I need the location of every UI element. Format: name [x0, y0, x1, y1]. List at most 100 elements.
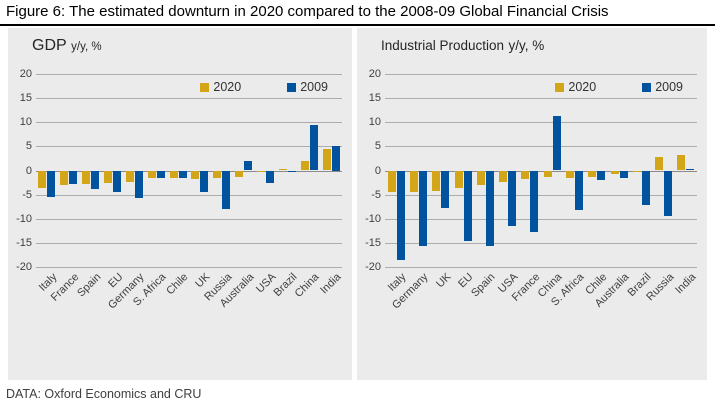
- chart-panel-gdp: GDP y/y, % 2020 2009 20 15 10 5 0 -5 -10 -15 -20…: [8, 28, 352, 380]
- y-tick-label: -15: [365, 236, 381, 249]
- bar-2009-india: [331, 146, 340, 171]
- bar-2009-italy: [47, 170, 56, 197]
- data-source: DATA: Oxford Economics and CRU: [6, 387, 202, 401]
- gridline: [36, 194, 342, 196]
- bar-2009-china: [309, 125, 318, 171]
- bar-2009-france: [69, 170, 78, 185]
- y-tick-label: -10: [365, 212, 381, 225]
- legend-swatch-2009: [642, 82, 652, 92]
- gridline: [36, 74, 342, 75]
- bar-2020-usa: [499, 170, 508, 183]
- bar-2020-india: [322, 149, 331, 171]
- bar-2020-russia: [213, 170, 222, 179]
- y-tick-label: 15: [19, 92, 32, 105]
- y-tick-label: -10: [16, 212, 32, 225]
- legend-swatch-2020: [200, 82, 210, 92]
- bar-2009-eu: [113, 170, 121, 193]
- y-tick-label: 20: [19, 68, 32, 80]
- y-tick-label: -15: [16, 236, 32, 249]
- gridline: [385, 146, 697, 148]
- bar-2009-s-africa: [574, 170, 583, 211]
- bar-2009-chile: [178, 170, 187, 179]
- bar-2009-china: [552, 116, 561, 171]
- bar-2020-italy: [387, 170, 396, 192]
- bar-2009-usa: [508, 170, 517, 226]
- legend-swatch-2009: [287, 82, 297, 92]
- chart-title-main: GDP: [32, 37, 67, 54]
- bar-2009-brazil: [287, 170, 296, 172]
- y-tick-label: 10: [19, 116, 32, 129]
- legend-item-2020: 2020: [200, 80, 241, 94]
- gridline: [36, 267, 342, 268]
- bar-2020-chile: [169, 170, 178, 179]
- bar-2009-uk: [441, 170, 450, 209]
- y-tick-label: 5: [25, 140, 32, 153]
- y-tick-label: 5: [374, 140, 381, 153]
- y-tick-label: 10: [368, 116, 381, 129]
- title-divider: [0, 24, 715, 26]
- legend-label-2009: 2009: [300, 80, 328, 94]
- bar-2020-germany: [125, 170, 134, 183]
- bar-2009-russia: [664, 170, 673, 216]
- bar-2009-eu: [463, 170, 472, 242]
- chart-title-suffix: y/y, %: [508, 38, 545, 53]
- y-tick-label: -5: [371, 188, 381, 201]
- gridline: [385, 194, 697, 196]
- bar-2020-spain: [82, 170, 91, 184]
- legend-item-2020: 2020: [555, 80, 596, 94]
- bar-2009-france: [530, 170, 539, 232]
- bar-2020-china: [300, 160, 309, 171]
- bar-2020-s-africa: [565, 170, 574, 178]
- bar-2009-italy: [396, 170, 405, 261]
- gridline: [36, 98, 342, 100]
- bar-2020-uk: [432, 170, 441, 192]
- bar-2020-eu: [454, 170, 463, 188]
- bar-2009-uk: [200, 170, 209, 192]
- bar-2020-eu: [104, 170, 112, 184]
- legend-item-2009: 2009: [642, 80, 683, 94]
- figure-title: Figure 6: The estimated downturn in 2020…: [6, 3, 609, 20]
- gridline: [36, 146, 342, 148]
- bar-2020-australia: [235, 170, 244, 177]
- legend-label-2020: 2020: [568, 80, 597, 94]
- bar-2020-spain: [476, 170, 485, 186]
- zero-gridline: [385, 170, 697, 172]
- bar-2020-india: [677, 154, 686, 171]
- bar-2009-spain: [91, 170, 100, 189]
- bar-2020-australia: [610, 170, 619, 175]
- bar-2009-brazil: [641, 170, 650, 205]
- plot-area-gdp: 2020 2009 20 15 10 5 0 -5 -10 -15 -20 Italy France…: [16, 68, 343, 311]
- bar-2009-australia: [244, 161, 253, 171]
- bar-2009-usa: [266, 170, 274, 183]
- bar-2009-germany: [418, 170, 427, 246]
- chart-title-suffix: y/y, %: [71, 41, 102, 53]
- gridline: [385, 122, 697, 124]
- zero-gridline: [36, 170, 342, 172]
- bar-2009-spain: [485, 170, 494, 246]
- y-tick-label: -20: [365, 261, 381, 273]
- legend-item-2009: 2009: [287, 80, 328, 94]
- bar-2020-s-africa: [147, 170, 156, 179]
- gridline: [36, 218, 342, 220]
- legend-industrial-production: 2020 2009: [555, 80, 683, 94]
- bar-2020-usa: [257, 170, 265, 173]
- bar-2020-germany: [409, 170, 418, 192]
- bar-2020-france: [521, 170, 530, 180]
- gridline: [385, 218, 697, 220]
- legend-label-2020: 2020: [213, 80, 242, 94]
- y-tick-label: 20: [368, 68, 381, 80]
- chart-title-main: Industrial Production: [381, 38, 505, 53]
- bar-2009-chile: [597, 170, 606, 180]
- y-tick-label: 0: [25, 164, 32, 177]
- bar-2020-russia: [655, 157, 664, 171]
- gridline: [385, 74, 697, 75]
- chart-panel-industrial-production: Industrial Production y/y, % 2020 2009 2…: [357, 28, 707, 380]
- gridline: [385, 242, 697, 244]
- legend-gdp: 2020 2009: [200, 80, 328, 94]
- bar-2009-germany: [134, 170, 143, 198]
- gridline: [36, 242, 342, 244]
- bar-2020-chile: [588, 170, 597, 178]
- bar-2009-india: [686, 169, 695, 171]
- legend-swatch-2020: [555, 82, 565, 92]
- bar-2020-china: [543, 170, 552, 178]
